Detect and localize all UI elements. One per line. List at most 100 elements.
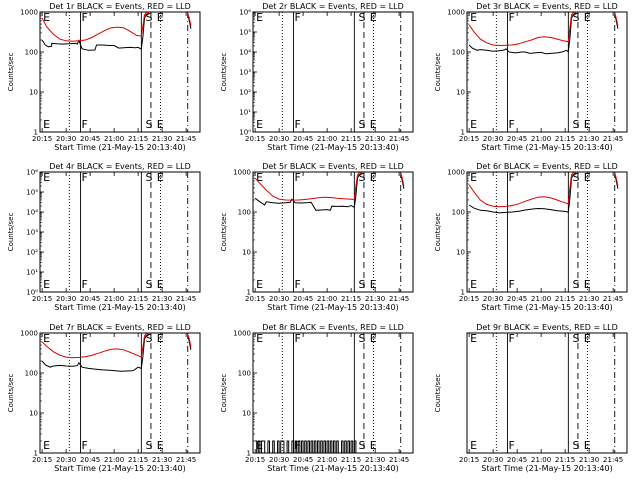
marker-letter-top: S (359, 11, 366, 24)
marker-letter-top: F (82, 171, 88, 184)
marker-letter-bottom: E (370, 118, 377, 131)
marker-letter-top: F (509, 171, 515, 184)
marker-letter-bottom: S (359, 118, 366, 131)
y-tick-label: 10⁰ (239, 129, 251, 137)
marker-letter-top: S (359, 332, 366, 345)
x-tick-label: 20:15 (32, 295, 52, 303)
events-series-line (468, 173, 619, 214)
y-axis-label: Counts/sec (7, 374, 15, 413)
x-tick-label: 20:30 (56, 456, 76, 464)
panel-det8r: Det 8r BLACK = Events, RED = LLD 1 10 100 10… (220, 323, 414, 473)
x-tick-label: 21:45 (389, 295, 409, 303)
marker-letter-top: E (157, 332, 164, 345)
events-series-line (41, 13, 192, 51)
x-tick-label: 20:45 (293, 456, 313, 464)
x-axis-label: Start Time (21-May-15 20:13:40) (267, 464, 398, 473)
marker-letter-bottom: F (82, 118, 88, 131)
marker-letter-top: S (146, 171, 153, 184)
y-tick-label: 10² (26, 249, 38, 257)
marker-letter-top: E (584, 11, 591, 24)
x-tick-label: 21:45 (603, 295, 623, 303)
y-tick-label: 10 (456, 89, 465, 97)
marker-letter-bottom: F (82, 439, 88, 452)
x-tick-label: 21:00 (531, 135, 551, 143)
marker-letter-top: S (146, 11, 153, 24)
marker-letter-bottom: E (370, 439, 377, 452)
y-tick-label: 100 (238, 370, 251, 378)
y-axis-label: Counts/sec (220, 53, 228, 92)
y-tick-label: 10⁶ (26, 169, 38, 177)
marker-letter-top: E (584, 332, 591, 345)
marker-letter-bottom: F (509, 118, 515, 131)
y-tick-label: 10⁴ (26, 209, 38, 217)
events-series-line (254, 173, 405, 211)
x-tick-label: 21:15 (341, 295, 361, 303)
x-tick-label: 20:15 (245, 456, 265, 464)
lld-series-line (254, 171, 405, 201)
x-tick-label: 21:15 (555, 135, 575, 143)
marker-letter-top: F (509, 11, 515, 24)
x-axis-label: Start Time (21-May-15 20:13:40) (54, 303, 185, 312)
y-tick-label: 100 (25, 49, 38, 57)
marker-letter-bottom: S (573, 439, 580, 452)
y-tick-label: 10³ (26, 229, 38, 237)
plot-frame (466, 332, 628, 454)
marker-letter-top: E (370, 171, 377, 184)
x-axis-label: Start Time (21-May-15 20:13:40) (481, 143, 612, 152)
marker-letter-bottom: S (573, 118, 580, 131)
plot-frame (39, 171, 201, 293)
x-tick-label: 21:15 (341, 456, 361, 464)
x-axis-label: Start Time (21-May-15 20:13:40) (54, 143, 185, 152)
marker-letter-top: F (509, 332, 515, 345)
y-tick-label: 10¹ (26, 269, 38, 277)
panel-det7r: Det 7r BLACK = Events, RED = LLD 1 10 100 10… (7, 323, 201, 473)
x-axis-label: Start Time (21-May-15 20:13:40) (481, 303, 612, 312)
x-tick-label: 21:45 (176, 295, 196, 303)
y-tick-label: 10 (29, 410, 38, 418)
plot-frame (39, 11, 201, 133)
y-tick-label: 100 (452, 49, 465, 57)
x-tick-label: 21:15 (555, 456, 575, 464)
panel-det1r: Det 1r BLACK = Events, RED = LLD 1 10 100 10… (7, 2, 201, 152)
x-tick-label: 20:15 (245, 135, 265, 143)
panel-det3r: Det 3r BLACK = Events, RED = LLD 1 10 100 10… (434, 2, 628, 152)
marker-letter-top: F (295, 332, 301, 345)
marker-letter-top: E (370, 11, 377, 24)
x-tick-label: 20:15 (245, 295, 265, 303)
x-tick-label: 20:30 (269, 135, 289, 143)
panel-title: Det 9r BLACK = Events, RED = LLD (476, 323, 618, 332)
marker-letter-bottom: E (157, 118, 164, 131)
plot-frame (466, 11, 628, 133)
x-tick-label: 21:30 (152, 456, 172, 464)
marker-letter-top: F (295, 171, 301, 184)
marker-letter-bottom: F (509, 439, 515, 452)
panel-title: Det 2r BLACK = Events, RED = LLD (262, 2, 404, 11)
plot-frame (252, 171, 414, 293)
marker-letter-bottom: E (584, 278, 591, 291)
x-tick-label: 20:30 (56, 135, 76, 143)
plot-frame (252, 332, 414, 454)
marker-letter-bottom: E (470, 278, 477, 291)
y-tick-label: 10 (242, 249, 251, 257)
marker-letter-top: E (470, 11, 477, 24)
x-tick-label: 20:30 (269, 295, 289, 303)
marker-letter-bottom: E (256, 278, 263, 291)
marker-letter-bottom: F (295, 118, 301, 131)
marker-letter-top: E (157, 11, 164, 24)
marker-letter-bottom: E (43, 439, 50, 452)
y-tick-label: 1 (461, 289, 465, 297)
y-tick-label: 10 (29, 89, 38, 97)
x-tick-label: 20:30 (269, 456, 289, 464)
panel-det9r: Det 9r BLACK = Events, RED = LLD 20:15 20:… (434, 323, 628, 473)
x-tick-label: 21:30 (152, 135, 172, 143)
x-tick-label: 21:45 (389, 135, 409, 143)
y-tick-label: 10⁴ (239, 49, 251, 57)
marker-letter-top: E (157, 171, 164, 184)
panel-det5r: Det 5r BLACK = Events, RED = LLD 1 10 100 10… (220, 162, 414, 312)
y-tick-label: 1000 (233, 169, 251, 177)
marker-letter-top: E (256, 332, 263, 345)
x-tick-label: 21:15 (128, 135, 148, 143)
x-tick-label: 21:00 (317, 135, 337, 143)
x-tick-label: 21:30 (152, 295, 172, 303)
x-tick-label: 20:15 (32, 456, 52, 464)
